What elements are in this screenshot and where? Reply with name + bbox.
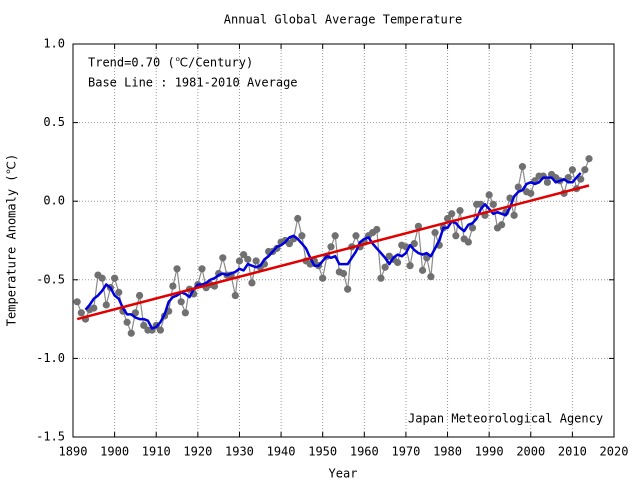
data-point [406, 262, 414, 270]
data-point [510, 211, 518, 219]
x-tick-label: 1930 [225, 445, 254, 459]
data-point [527, 189, 535, 197]
data-point [514, 183, 522, 191]
data-point [156, 326, 164, 334]
data-point [468, 224, 477, 232]
data-point [127, 329, 135, 337]
data-point [235, 257, 244, 265]
y-tick-label: -0.5 [36, 272, 65, 286]
y-tick-label: 0.0 [43, 194, 65, 208]
data-point [543, 178, 552, 186]
data-point [581, 166, 589, 174]
data-point [452, 232, 460, 240]
data-point [240, 251, 248, 259]
data-point [373, 225, 381, 234]
data-point [568, 166, 576, 174]
data-point [77, 309, 85, 317]
data-point [177, 298, 185, 306]
data-point [352, 232, 360, 240]
plot-frame [72, 43, 615, 438]
data-point [244, 255, 252, 263]
data-point [111, 274, 119, 282]
data-point [443, 214, 452, 223]
x-tick-label: 1890 [59, 445, 88, 459]
data-point [585, 155, 593, 163]
data-point [102, 301, 110, 309]
x-tick-label: 1960 [350, 445, 379, 459]
data-point [90, 304, 98, 312]
data-point [98, 274, 106, 282]
data-point [418, 266, 427, 274]
data-point [219, 254, 227, 262]
data-point [381, 263, 389, 271]
data-point [410, 240, 418, 248]
data-point [198, 265, 206, 273]
x-tick-label: 1910 [142, 445, 171, 459]
x-tick-label: 1980 [433, 445, 462, 459]
data-point [248, 279, 256, 287]
annotation: Trend=0.70 (℃/Century) [88, 56, 253, 70]
annotation: Base Line : 1981-2010 Average [88, 76, 298, 90]
data-point [339, 269, 348, 278]
data-point [485, 191, 493, 199]
x-tick-label: 2000 [516, 445, 545, 459]
x-tick-label: 1920 [183, 445, 212, 459]
data-point [285, 240, 293, 248]
series-line [76, 184, 590, 321]
x-tick-label: 1940 [267, 445, 296, 459]
data-point [498, 221, 506, 229]
data-point [73, 298, 81, 306]
x-tick-label: 1900 [100, 445, 129, 459]
data-point [331, 232, 339, 240]
x-tick-label: 2010 [558, 445, 587, 459]
data-point [518, 163, 527, 171]
y-tick-label: -1.5 [36, 430, 65, 444]
y-tick-label: -1.0 [36, 351, 65, 365]
x-tick-label: 2020 [600, 445, 629, 459]
data-point [377, 274, 385, 282]
y-axis-label: Temperature Anomaly (℃) [5, 154, 19, 326]
y-tick-label: 1.0 [43, 37, 65, 51]
data-point [123, 318, 131, 326]
data-point [319, 274, 327, 282]
data-point [140, 321, 148, 329]
annotation: Japan Meteorological Agency [408, 412, 603, 426]
data-point [169, 282, 177, 290]
x-axis-label: Year [329, 467, 358, 481]
chart-title: Annual Global Average Temperature [224, 13, 462, 27]
data-point [577, 175, 585, 183]
data-point [294, 214, 302, 223]
data-point [231, 291, 239, 300]
data-point [327, 243, 335, 251]
x-tick-label: 1970 [391, 445, 420, 459]
y-tick-label: 0.5 [43, 115, 65, 129]
data-point [135, 291, 144, 300]
data-point [414, 222, 423, 230]
data-point [431, 229, 439, 237]
series-line [84, 172, 582, 330]
data-point [344, 285, 352, 293]
data-point [448, 210, 456, 218]
data-point [394, 258, 402, 267]
series-line [76, 158, 590, 334]
data-point [181, 309, 189, 317]
x-tick-label: 1950 [308, 445, 337, 459]
data-point [489, 200, 497, 208]
x-tick-label: 1990 [475, 445, 504, 459]
data-point [252, 257, 260, 265]
data-point [456, 207, 464, 215]
data-point [464, 238, 472, 246]
data-point [298, 232, 306, 240]
data-point [115, 288, 123, 296]
data-point [427, 273, 435, 281]
data-point [173, 265, 181, 273]
